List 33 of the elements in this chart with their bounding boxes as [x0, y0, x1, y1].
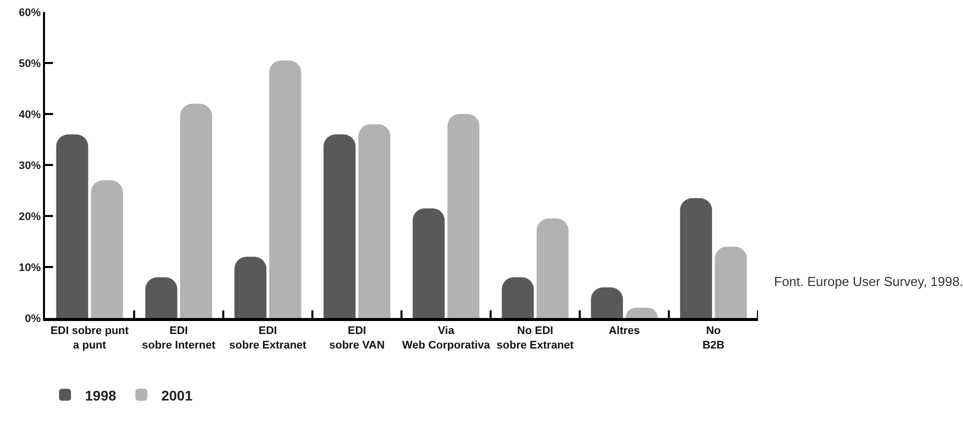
bar	[90, 180, 123, 318]
x-tick-label: EDI sobre VAN	[329, 325, 385, 352]
bar	[680, 198, 712, 318]
bar	[536, 218, 569, 318]
bar	[447, 114, 480, 318]
bar	[324, 134, 356, 318]
bar	[145, 277, 178, 318]
bar	[269, 60, 302, 318]
x-tick-label: EDI sobre Internet	[142, 325, 216, 352]
bar	[56, 134, 88, 318]
y-tick-label: 40%	[18, 108, 42, 121]
x-tick-label: EDI sobre punt a punt	[50, 325, 130, 352]
legend-label: 1998	[85, 387, 116, 404]
text: Font. Europe User Survey, 1998.	[774, 274, 963, 289]
bar	[234, 256, 266, 318]
bar	[358, 124, 390, 318]
bar	[590, 287, 623, 318]
bar	[412, 208, 445, 318]
legend-label: 2001	[161, 387, 193, 404]
y-tick-label: 50%	[18, 58, 42, 70]
y-tick-label: 20%	[18, 210, 42, 223]
bar	[180, 104, 212, 318]
y-tick-label: 10%	[18, 262, 42, 274]
x-tick-label: No B2B	[702, 325, 724, 352]
y-tick-label: 60%	[18, 6, 42, 19]
y-tick-label: 0%	[24, 312, 42, 325]
y-tick-label: 30%	[18, 160, 42, 172]
bar	[714, 246, 747, 318]
x-tick-label: Altres	[608, 325, 640, 338]
x-tick-label: EDI sobre Extranet	[229, 325, 307, 352]
x-tick-label: Via Web Corporativa	[402, 325, 491, 352]
x-tick-label: No EDI sobre Extranet	[496, 325, 574, 352]
bar	[502, 277, 534, 318]
